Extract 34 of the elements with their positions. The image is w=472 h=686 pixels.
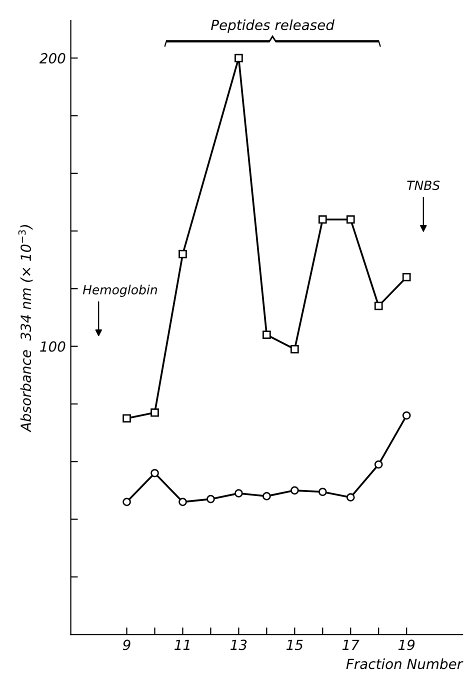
y-tick-label: 200: [39, 53, 66, 64]
x-tick-label: 9: [122, 640, 130, 650]
point: [290, 345, 299, 354]
point: [402, 411, 411, 420]
point: [290, 486, 299, 495]
point: [150, 468, 159, 478]
point: [234, 54, 243, 62]
point: [318, 488, 327, 496]
point: [318, 215, 327, 224]
annotation: Hemoglobin: [82, 284, 158, 297]
annotation: Peptides released: [211, 19, 335, 33]
y-tick-label: 100: [40, 341, 66, 352]
point: [234, 489, 243, 498]
x-tick-label: 19: [398, 640, 415, 650]
point: [262, 492, 271, 500]
point: [374, 460, 383, 469]
point: [150, 408, 159, 417]
x-tick-label: 11: [174, 640, 190, 650]
x-tick-label: 13: [230, 640, 247, 650]
point: [206, 494, 215, 504]
point: [178, 250, 187, 258]
x-tick-label: 17: [342, 640, 360, 650]
point: [346, 215, 355, 224]
y-axis-title: Absorbance 334 nm (× 10$^{−3}$): [18, 225, 33, 432]
point: [346, 493, 355, 502]
x-tick-label: 15: [286, 640, 303, 650]
point: [122, 498, 131, 506]
point: [374, 302, 383, 310]
point: [178, 498, 187, 506]
point: [122, 414, 131, 423]
x-axis-title: Fraction Number: [346, 658, 464, 670]
point: [402, 272, 411, 282]
point: [262, 330, 271, 339]
annotation: TNBS: [407, 180, 440, 190]
